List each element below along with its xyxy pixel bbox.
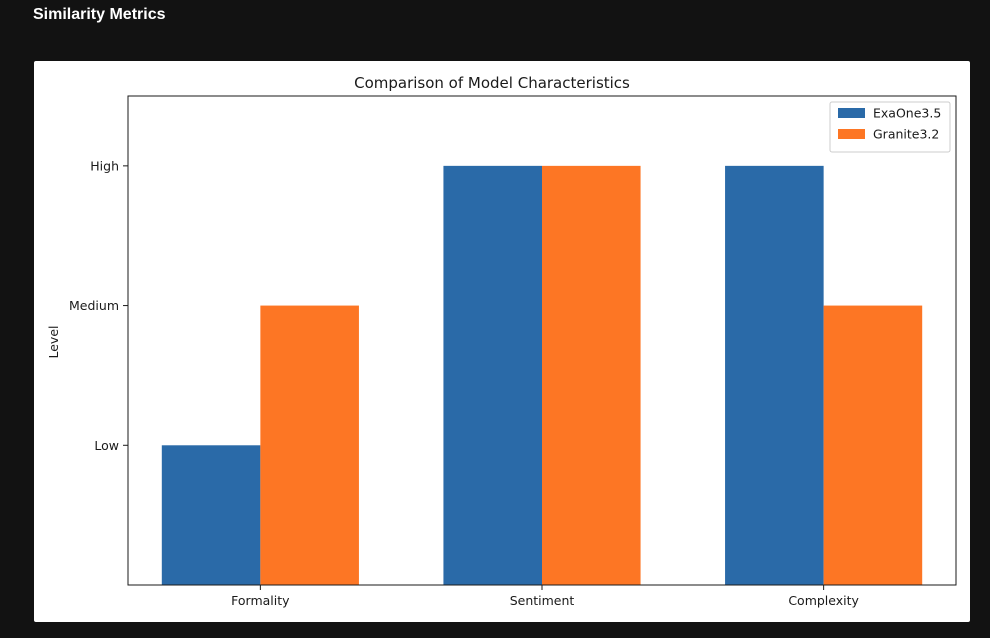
y-tick-label: Low (94, 438, 119, 453)
x-tick-label: Complexity (788, 593, 859, 608)
legend-label: Granite3.2 (873, 127, 939, 142)
y-ticks-group: Low Medium High (69, 158, 128, 453)
bar-granite3-2-complexity (823, 305, 923, 585)
plot-frame (127, 95, 957, 586)
chart-title: Comparison of Model Characteristics (354, 74, 630, 92)
x-tick-label: Formality (231, 593, 290, 608)
bar-exaone3-5-complexity (725, 165, 824, 586)
y-axis-label: Level (46, 326, 61, 359)
section-title: Similarity Metrics (33, 6, 166, 23)
legend-swatch (838, 129, 865, 139)
y-tick-label: High (90, 158, 119, 173)
chart-card: Comparison of Model Characteristics Leve… (34, 61, 970, 622)
x-tick-label: Sentiment (510, 593, 575, 608)
bar-granite3-2-formality (260, 305, 359, 585)
legend-swatch (838, 108, 865, 118)
x-ticks-group: Formality Sentiment Complexity (231, 585, 860, 608)
legend: ExaOne3.5 Granite3.2 (829, 101, 951, 153)
bar-granite3-2-sentiment (542, 165, 641, 586)
y-tick-label: Medium (69, 298, 119, 313)
bars-group (161, 165, 923, 586)
bar-chart: Comparison of Model Characteristics Leve… (46, 74, 957, 608)
bar-exaone3-5-formality (161, 445, 261, 585)
legend-label: ExaOne3.5 (873, 106, 941, 121)
bar-exaone3-5-sentiment (443, 165, 542, 586)
